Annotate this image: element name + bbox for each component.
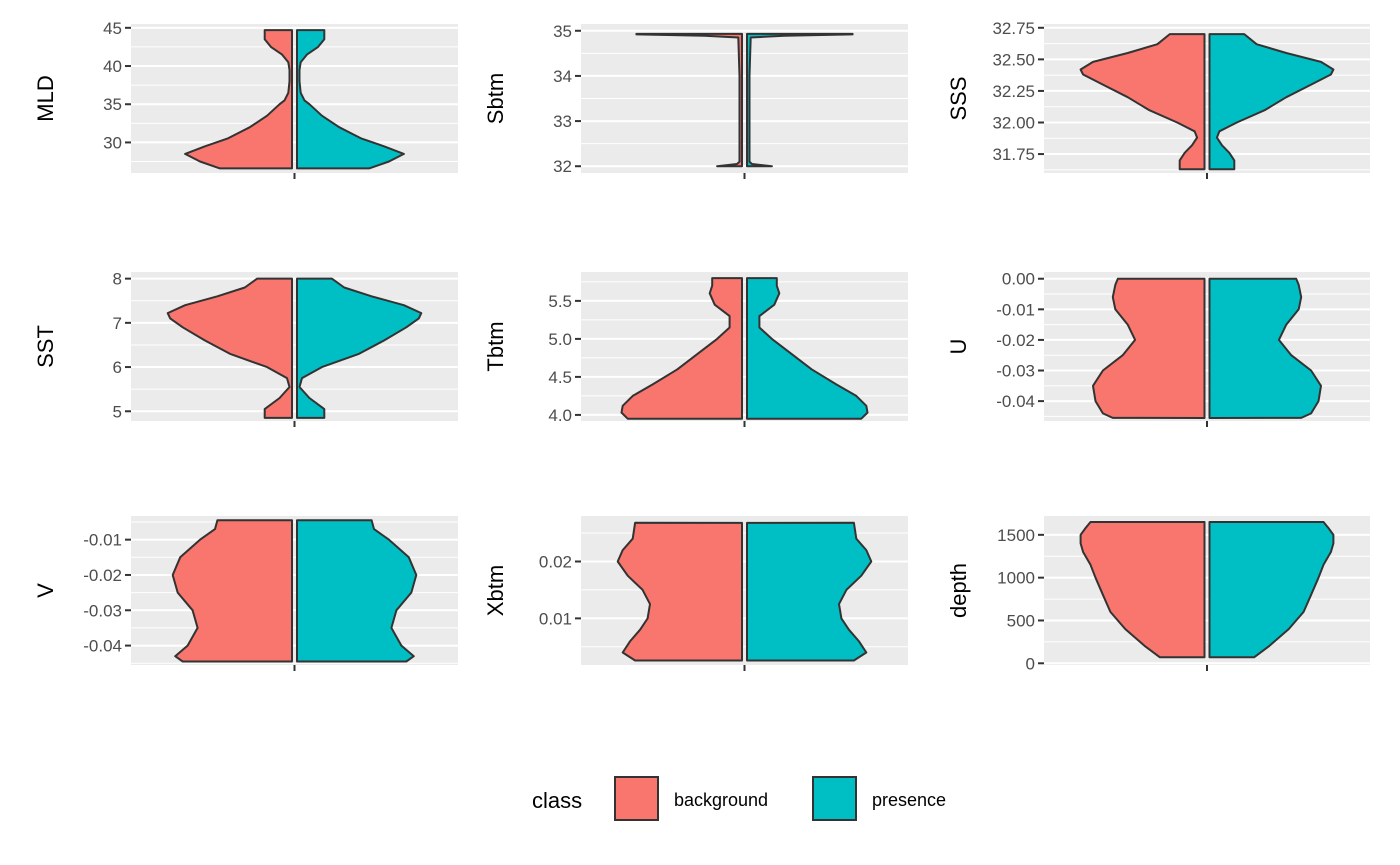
violin-presence-half	[746, 521, 873, 662]
y-axis-title: Tbtm	[483, 321, 508, 371]
y-tick-label: -0.01	[996, 300, 1035, 319]
violin-presence-half	[296, 277, 423, 419]
panel-xbtm: 0.01 0.02 Xbtm	[483, 516, 908, 671]
panel-background	[1044, 24, 1370, 173]
panel-sbtm: 32 33 34 35 Sbtm	[483, 22, 908, 179]
y-tick-label: 5	[113, 402, 122, 421]
y-tick-label: 35	[103, 95, 122, 114]
y-tick-label: -0.01	[83, 531, 122, 550]
legend-key-presence[interactable]	[812, 776, 857, 821]
y-tick-label: 500	[1007, 611, 1035, 630]
y-tick-label: 40	[103, 57, 122, 76]
y-axis-title: V	[33, 583, 58, 598]
y-axis-title: Sbtm	[483, 73, 508, 124]
legend-label-presence: presence	[872, 790, 946, 810]
y-axis-title: U	[946, 339, 971, 355]
y-axis-title: Xbtm	[483, 565, 508, 616]
y-tick-label: 6	[113, 358, 122, 377]
violin-background-half	[1079, 33, 1206, 171]
violin-presence-half	[746, 32, 854, 168]
y-axis-title: SST	[33, 325, 58, 368]
violin-presence-half	[296, 29, 405, 170]
legend-label-background: background	[674, 790, 768, 810]
violin-presence-half	[1208, 33, 1335, 171]
violin-background-half	[620, 277, 743, 420]
panel-background	[131, 272, 458, 421]
panel-v: -0.04 -0.03 -0.02 -0.01 V	[33, 516, 458, 671]
legend-title: class	[532, 788, 582, 813]
panel-background	[131, 24, 458, 173]
violin-background-half	[1092, 277, 1206, 419]
violin-presence-half	[746, 277, 869, 420]
violin-background-half	[166, 277, 293, 419]
legend-key-background[interactable]	[614, 776, 659, 821]
y-tick-label: 35	[553, 22, 572, 41]
violin-background-half	[1079, 520, 1206, 659]
y-tick-label: -0.04	[996, 392, 1035, 411]
panel-mld: 30 35 40 45 MLD	[33, 19, 458, 179]
y-axis-title: SSS	[946, 76, 971, 120]
panel-tbtm: 4.0 4.5 5.0 5.5 Tbtm	[483, 272, 908, 427]
panel-u: -0.04 -0.03 -0.02 -0.01 0.00 U	[946, 270, 1370, 427]
y-tick-label: 0.00	[1002, 270, 1035, 289]
violin-presence-half	[1208, 277, 1322, 419]
y-tick-label: 30	[103, 133, 122, 152]
legend: class background presence	[532, 776, 946, 821]
y-tick-label: 31.75	[992, 145, 1035, 164]
panel-sst: 5 6 7 8 SST	[33, 270, 458, 427]
panels-group: 30 35 40 45 MLD 32 33 34 35 Sbtm 31.75 32.00 32.25 32…	[33, 19, 1370, 673]
panel-sss: 31.75 32.00 32.25 32.50 32.75 SSS	[946, 19, 1370, 179]
y-tick-label: 8	[113, 270, 122, 289]
y-tick-label: 34	[553, 67, 572, 86]
y-tick-label: 0.02	[539, 552, 572, 571]
y-tick-label: 33	[553, 112, 572, 131]
y-tick-label: 5.0	[548, 330, 572, 349]
y-tick-label: 4.0	[548, 406, 572, 425]
y-axis-title: depth	[946, 563, 971, 618]
y-tick-label: 32.00	[992, 113, 1035, 132]
violin-background-half	[184, 29, 293, 170]
violin-presence-half	[296, 519, 418, 663]
y-tick-label: 32.75	[992, 19, 1035, 38]
y-tick-label: 32.25	[992, 82, 1035, 101]
y-tick-label: 32	[553, 157, 572, 176]
y-tick-label: 7	[113, 314, 122, 333]
violin-background-half	[171, 519, 293, 663]
y-tick-label: 4.5	[548, 368, 572, 387]
y-tick-label: -0.02	[83, 566, 122, 585]
y-tick-label: 1500	[997, 526, 1035, 545]
y-tick-label: 0.01	[539, 609, 572, 628]
y-tick-label: 0	[1026, 654, 1035, 673]
y-tick-label: -0.03	[83, 601, 122, 620]
panel-depth: 0 500 1000 1500 depth	[946, 516, 1370, 673]
y-tick-label: 1000	[997, 569, 1035, 588]
y-tick-label: 32.50	[992, 50, 1035, 69]
y-axis-title: MLD	[33, 75, 58, 121]
violin-presence-half	[1208, 520, 1335, 659]
violin-background-half	[616, 521, 743, 662]
y-tick-label: -0.03	[996, 362, 1035, 381]
y-tick-label: -0.02	[996, 331, 1035, 350]
y-tick-label: -0.04	[83, 637, 122, 656]
violin-background-half	[635, 32, 743, 168]
y-tick-label: 45	[103, 19, 122, 38]
y-tick-label: 5.5	[548, 292, 572, 311]
